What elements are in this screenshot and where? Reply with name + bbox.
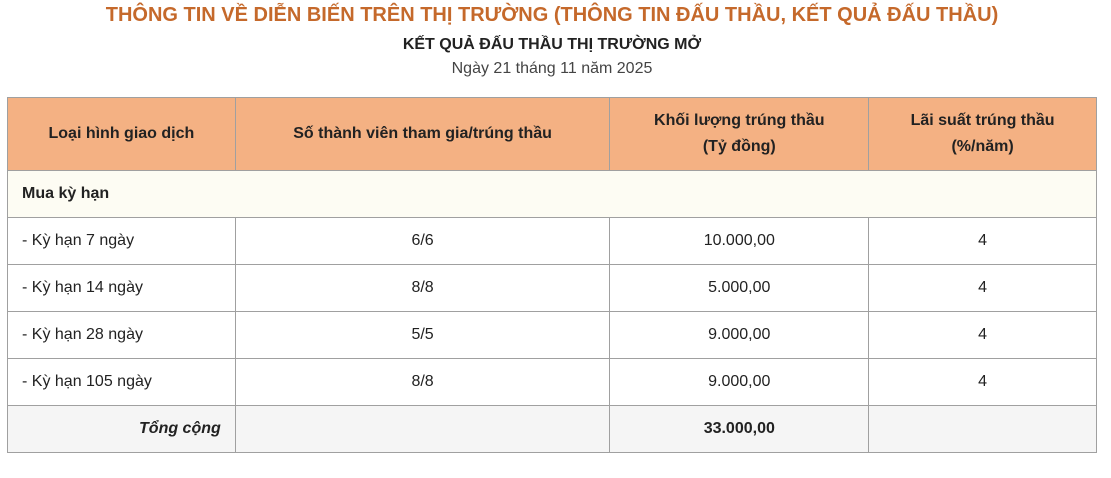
group-row: Mua kỳ hạn	[7, 170, 1097, 218]
total-members	[234, 405, 611, 453]
header-label: Khối lượng trúng thầu	[654, 112, 825, 129]
page-title: THÔNG TIN VỀ DIỄN BIẾN TRÊN THỊ TRƯỜNG (…	[105, 4, 999, 26]
table-row: - Kỳ hạn 105 ngày 8/8 9.000,00 4	[7, 358, 1097, 406]
header-transaction-type: Loại hình giao dịch	[7, 97, 236, 171]
cell-rate: 4	[868, 358, 1097, 406]
cell-volume: 9.000,00	[609, 311, 870, 359]
report-date: Ngày 21 tháng 11 năm 2025	[451, 60, 653, 77]
cell-members: 8/8	[234, 264, 611, 312]
cell-rate: 4	[868, 311, 1097, 359]
table-row: - Kỳ hạn 28 ngày 5/5 9.000,00 4	[7, 311, 1097, 359]
header-members: Số thành viên tham gia/trúng thầu	[234, 97, 611, 171]
cell-members: 8/8	[234, 358, 611, 406]
cell-rate: 4	[868, 217, 1097, 265]
header-unit: (%/năm)	[951, 138, 1014, 155]
header-label: Lãi suất trúng thầu	[910, 112, 1055, 129]
table-row: - Kỳ hạn 14 ngày 8/8 5.000,00 4	[7, 264, 1097, 312]
cell-volume: 5.000,00	[609, 264, 870, 312]
cell-members: 5/5	[234, 311, 611, 359]
header-label: Số thành viên tham gia/trúng thầu	[293, 125, 552, 142]
page-subtitle: KẾT QUẢ ĐẤU THẦU THỊ TRƯỜNG MỞ	[402, 36, 702, 53]
cell-term: - Kỳ hạn 14 ngày	[7, 264, 236, 312]
cell-term: - Kỳ hạn 105 ngày	[7, 358, 236, 406]
header-rate: Lãi suất trúng thầu (%/năm)	[868, 97, 1097, 171]
results-table: Loại hình giao dịch Số thành viên tham g…	[7, 97, 1097, 453]
cell-volume: 10.000,00	[609, 217, 870, 265]
total-volume: 33.000,00	[609, 405, 870, 453]
cell-term: - Kỳ hạn 7 ngày	[7, 217, 236, 265]
table-row: - Kỳ hạn 7 ngày 6/6 10.000,00 4	[7, 217, 1097, 265]
cell-members: 6/6	[234, 217, 611, 265]
total-rate	[868, 405, 1097, 453]
header-volume: Khối lượng trúng thầu (Tỷ đồng)	[609, 97, 870, 171]
cell-rate: 4	[868, 264, 1097, 312]
cell-term: - Kỳ hạn 28 ngày	[7, 311, 236, 359]
header-label: Loại hình giao dịch	[48, 125, 195, 142]
table-header: Loại hình giao dịch Số thành viên tham g…	[7, 97, 1097, 171]
cell-volume: 9.000,00	[609, 358, 870, 406]
total-row: Tổng cộng 33.000,00	[7, 405, 1097, 453]
group-label: Mua kỳ hạn	[7, 170, 1097, 218]
header-unit: (Tỷ đồng)	[702, 138, 776, 155]
total-label: Tổng cộng	[7, 405, 236, 453]
